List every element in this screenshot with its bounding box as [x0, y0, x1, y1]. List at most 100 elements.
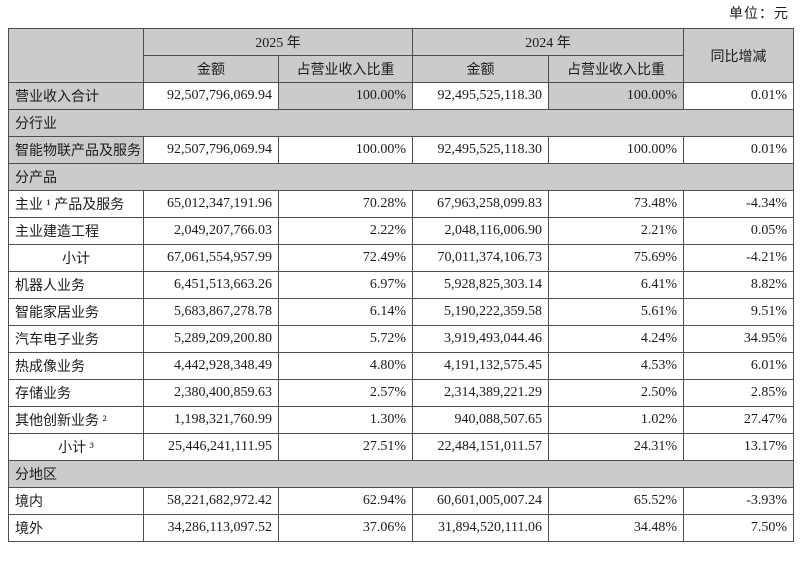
section-row: 分地区: [8, 460, 794, 488]
table-cell: 2.50%: [548, 379, 684, 407]
section-row: 分行业: [8, 109, 794, 137]
table-cell: -4.21%: [683, 244, 794, 272]
table-cell: 72.49%: [278, 244, 413, 272]
table-cell: 67,061,554,957.99: [143, 244, 279, 272]
table-cell: 2.85%: [683, 379, 794, 407]
table-cell: 2.21%: [548, 217, 684, 245]
table-cell: 2,048,116,006.90: [412, 217, 549, 245]
table-cell: 2.57%: [278, 379, 413, 407]
unit-label: 单位：元: [729, 7, 789, 22]
table-cell: 34.95%: [683, 325, 794, 353]
table-cell: 5,928,825,303.14: [412, 271, 549, 299]
table-row: 汽车电子业务 5,289,209,200.80 5.72% 3,919,493,044…: [8, 325, 794, 353]
row-label: 营业收入合计: [8, 82, 144, 110]
header-amount-2024: 金额: [412, 55, 549, 83]
table-cell: 7.50%: [683, 514, 794, 542]
table-cell: 100.00%: [278, 136, 413, 164]
table-cell: 4.24%: [548, 325, 684, 353]
row-label: 小计 ³: [8, 433, 144, 461]
table-cell: 2.22%: [278, 217, 413, 245]
table-cell: 3,919,493,044.46: [412, 325, 549, 353]
table-cell: 100.00%: [548, 82, 684, 110]
table-cell: 0.05%: [683, 217, 794, 245]
header-pct-2024: 占营业收入比重: [548, 55, 684, 83]
table-cell: 8.82%: [683, 271, 794, 299]
row-label: 主业建造工程: [8, 217, 144, 245]
table-cell: 4,191,132,575.45: [412, 352, 549, 380]
header-row-subcolumns: 金额 占营业收入比重 金额 占营业收入比重: [9, 55, 794, 83]
table-row: 智能物联产品及服务 92,507,796,069.94 100.00% 92,495,…: [8, 136, 794, 164]
table-row: 小计 ³ 25,446,241,111.95 27.51% 22,484,151,01…: [8, 433, 794, 461]
table-cell: 24.31%: [548, 433, 684, 461]
table-cell: 60,601,005,007.24: [412, 487, 549, 515]
table-cell: 6.97%: [278, 271, 413, 299]
table-header: 2025 年 2024 年 同比增减 金额 占营业收入比重 金额 占营业收入比重: [8, 28, 794, 83]
revenue-table: 2025 年 2024 年 同比增减 金额 占营业收入比重 金额 占营业收入比重…: [8, 28, 794, 542]
table-cell: 22,484,151,011.57: [412, 433, 549, 461]
table-cell: -3.93%: [683, 487, 794, 515]
table-cell: 5.72%: [278, 325, 413, 353]
table-cell: 2,049,207,766.03: [143, 217, 279, 245]
table-row: 主业建造工程 2,049,207,766.03 2.22% 2,048,116,006…: [8, 217, 794, 245]
header-year-2024: 2024 年: [412, 28, 684, 56]
table-cell: 1,198,321,760.99: [143, 406, 279, 434]
table-row: 营业收入合计 92,507,796,069.94 100.00% 92,495,525…: [8, 82, 794, 110]
row-label: 机器人业务: [8, 271, 144, 299]
row-label: 汽车电子业务: [8, 325, 144, 353]
table-cell: 92,507,796,069.94: [143, 136, 279, 164]
header-empty-cell: [8, 28, 144, 83]
table-cell: 100.00%: [548, 136, 684, 164]
header-amount-2025: 金额: [143, 55, 279, 83]
table-cell: 27.51%: [278, 433, 413, 461]
table-cell: 31,894,520,111.06: [412, 514, 549, 542]
table-cell: 1.02%: [548, 406, 684, 434]
table-cell: 65,012,347,191.96: [143, 190, 279, 218]
table-cell: 6.01%: [683, 352, 794, 380]
table-cell: 5,190,222,359.58: [412, 298, 549, 326]
row-label: 小计: [8, 244, 144, 272]
table-cell: 100.00%: [278, 82, 413, 110]
table-cell: 27.47%: [683, 406, 794, 434]
table-cell: 34,286,113,097.52: [143, 514, 279, 542]
table-cell: 4.80%: [278, 352, 413, 380]
table-cell: 73.48%: [548, 190, 684, 218]
table-cell: 92,495,525,118.30: [412, 136, 549, 164]
row-label: 境外: [8, 514, 144, 542]
header-yoy-change: 同比增减: [683, 28, 794, 83]
table-cell: 4,442,928,348.49: [143, 352, 279, 380]
table-row: 智能家居业务 5,683,867,278.78 6.14% 5,190,222,359…: [8, 298, 794, 326]
row-label: 热成像业务: [8, 352, 144, 380]
table-cell: 940,088,507.65: [412, 406, 549, 434]
table-cell: 5.61%: [548, 298, 684, 326]
table-cell: 2,314,389,221.29: [412, 379, 549, 407]
row-label: 智能家居业务: [8, 298, 144, 326]
table-cell: 0.01%: [683, 136, 794, 164]
table-cell: -4.34%: [683, 190, 794, 218]
table-cell: 9.51%: [683, 298, 794, 326]
table-cell: 70.28%: [278, 190, 413, 218]
table-cell: 34.48%: [548, 514, 684, 542]
table-row: 境内 58,221,682,972.42 62.94% 60,601,005,007.…: [8, 487, 794, 515]
row-label: 主业 ¹ 产品及服务: [8, 190, 144, 218]
table-cell: 58,221,682,972.42: [143, 487, 279, 515]
table-row: 存储业务 2,380,400,859.63 2.57% 2,314,389,221.2…: [8, 379, 794, 407]
header-pct-2025: 占营业收入比重: [278, 55, 413, 83]
table-row: 机器人业务 6,451,513,663.26 6.97% 5,928,825,303.…: [8, 271, 794, 299]
table-cell: 5,289,209,200.80: [143, 325, 279, 353]
table-cell: 1.30%: [278, 406, 413, 434]
section-row: 分产品: [8, 163, 794, 191]
table-body: 营业收入合计 92,507,796,069.94 100.00% 92,495,525…: [8, 82, 794, 542]
table-cell: 70,011,374,106.73: [412, 244, 549, 272]
section-label: 分行业: [8, 109, 794, 137]
table-row: 境外 34,286,113,097.52 37.06% 31,894,520,111.…: [8, 514, 794, 542]
table-cell: 92,507,796,069.94: [143, 82, 279, 110]
table-cell: 62.94%: [278, 487, 413, 515]
table-cell: 92,495,525,118.30: [412, 82, 549, 110]
table-cell: 2,380,400,859.63: [143, 379, 279, 407]
table-cell: 6,451,513,663.26: [143, 271, 279, 299]
table-cell: 4.53%: [548, 352, 684, 380]
table-cell: 25,446,241,111.95: [143, 433, 279, 461]
table-cell: 6.14%: [278, 298, 413, 326]
table-row: 其他创新业务 ² 1,198,321,760.99 1.30% 940,088,507…: [8, 406, 794, 434]
